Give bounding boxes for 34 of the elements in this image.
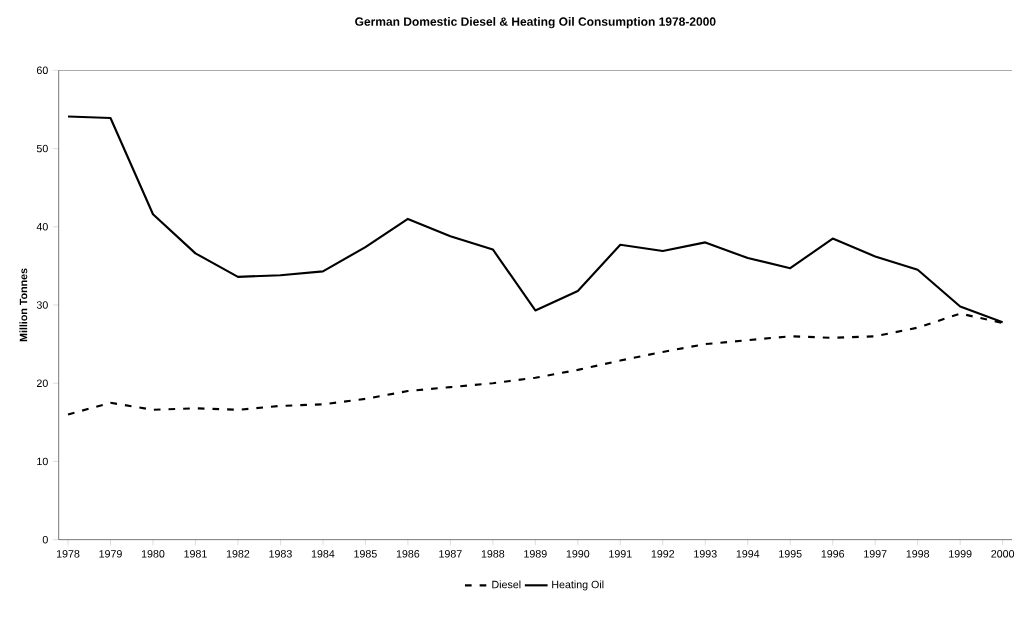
y-tick-label: 10: [37, 457, 48, 466]
y-axis-title: Million Tonnes: [19, 268, 28, 342]
x-tick-label: 1978: [56, 550, 80, 558]
x-tick-label: 1991: [609, 550, 632, 558]
y-tick-label: 40: [36, 223, 48, 231]
x-tick-label: 1989: [524, 550, 547, 558]
x-tick-label: 1994: [736, 550, 760, 558]
legend-label: Diesel: [492, 580, 521, 589]
x-tick-label: 1983: [269, 550, 292, 558]
x-tick-label: 1984: [311, 550, 335, 558]
x-tick-label: 2000: [991, 550, 1015, 558]
x-tick-label: 1979: [99, 550, 122, 558]
chart-title: German Domestic Diesel & Heating Oil Consumption 1978-2000: [355, 17, 716, 29]
x-tick-label: 1992: [651, 550, 675, 558]
y-tick-label: 30: [36, 301, 48, 309]
x-tick-label: 1990: [566, 550, 590, 558]
y-tick-label: 20: [36, 379, 48, 387]
x-tick-label: 1980: [141, 550, 165, 558]
legend-label: Heating Oil: [552, 580, 604, 591]
x-tick-label: 1985: [354, 550, 377, 558]
x-tick-label: 1997: [864, 550, 887, 558]
x-tick-label: 1998: [906, 550, 930, 558]
y-tick-label: 60: [36, 66, 48, 75]
y-tick-label: 0: [42, 535, 48, 544]
x-tick-label: 1999: [949, 550, 972, 558]
x-tick-label: 1993: [694, 550, 717, 558]
x-tick-label: 1982: [226, 550, 250, 558]
x-tick-label: 1981: [184, 550, 207, 558]
x-tick-label: 1996: [821, 550, 845, 558]
x-tick-label: 1988: [481, 550, 505, 558]
x-tick-label: 1995: [779, 550, 802, 558]
x-tick-label: 1987: [439, 550, 462, 558]
y-tick-label: 50: [36, 144, 48, 153]
x-tick-label: 1986: [396, 550, 420, 558]
